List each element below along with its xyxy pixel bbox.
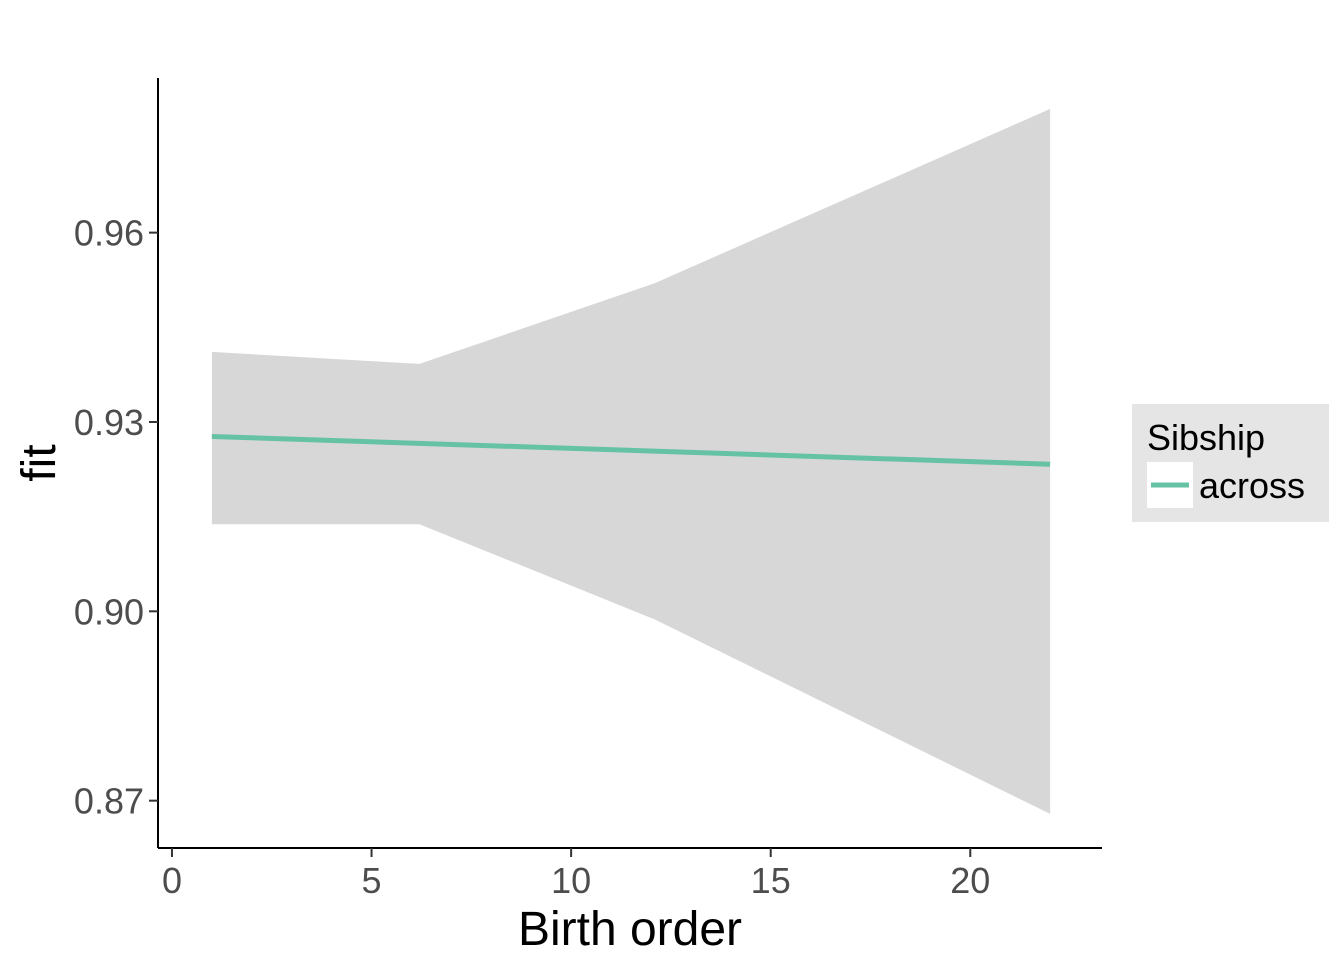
legend-label-across: across — [1199, 465, 1305, 506]
x-tick-label: 20 — [950, 860, 990, 901]
y-tick-label: 0.87 — [74, 781, 144, 822]
y-tick-label: 0.90 — [74, 591, 144, 632]
x-axis-title: Birth order — [518, 903, 742, 956]
x-tick-label: 5 — [362, 860, 382, 901]
y-tick-label: 0.93 — [74, 402, 144, 443]
x-ticks: 0 5 10 15 20 — [162, 848, 990, 901]
x-tick-label: 10 — [551, 860, 591, 901]
confidence-band — [211, 108, 1051, 814]
confidence-band-layer — [211, 108, 1051, 814]
legend: Sibship across — [1132, 404, 1329, 522]
y-tick-label: 0.96 — [74, 213, 144, 254]
y-ticks: 0.87 0.90 0.93 0.96 — [74, 213, 158, 822]
series-line-across — [211, 433, 1051, 467]
axes — [157, 78, 1102, 849]
legend-title: Sibship — [1147, 417, 1265, 458]
series-line-layer — [211, 433, 1051, 467]
y-axis-title: fit — [13, 444, 66, 481]
x-tick-label: 0 — [162, 860, 182, 901]
x-tick-label: 15 — [751, 860, 791, 901]
